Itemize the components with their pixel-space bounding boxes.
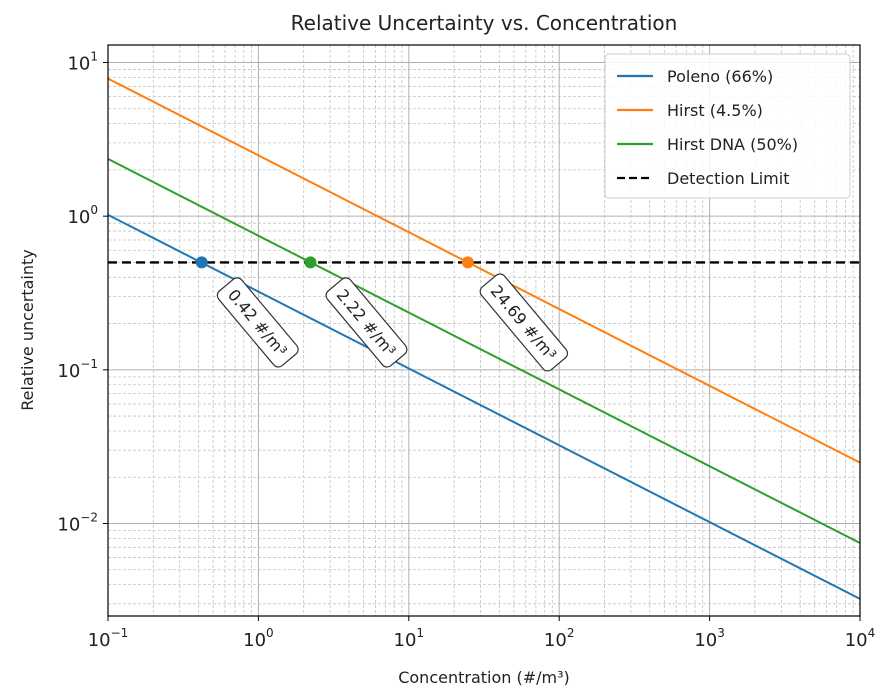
- intersection-marker: [195, 256, 208, 269]
- x-tick-label: 101: [394, 626, 425, 651]
- y-axis-ticks: 10−2 10−1 100 101: [57, 50, 108, 535]
- y-tick-label: 10−2: [57, 510, 98, 535]
- annotation-box: 2.22 #/m³: [325, 277, 408, 368]
- x-tick-label: 103: [694, 626, 725, 651]
- marker-layer: [195, 256, 474, 269]
- y-tick-label: 100: [67, 203, 98, 228]
- annotation-frame: [216, 277, 299, 368]
- x-tick-label: 100: [243, 626, 274, 651]
- annotation-box: 0.42 #/m³: [216, 277, 299, 368]
- annotation-label: 24.69 #/m³: [487, 282, 560, 364]
- plot-frame: [107, 44, 861, 617]
- x-axis-label: Concentration (#/m³): [398, 668, 570, 687]
- x-tick-label: 10−1: [88, 626, 129, 651]
- intersection-marker: [304, 256, 317, 269]
- annotation-box: 24.69 #/m³: [479, 273, 569, 372]
- series-line-hirst-dna-50: [107, 157, 861, 544]
- intersection-marker: [461, 256, 474, 269]
- y-axis-label: Relative uncertainty: [18, 249, 37, 411]
- x-tick-label: 104: [845, 626, 876, 651]
- series-line-poleno-66: [107, 213, 861, 600]
- series-line-hirst-4-5: [107, 77, 861, 464]
- y-tick-label: 101: [67, 50, 98, 75]
- legend: Poleno (66%) Hirst (4.5%) Hirst DNA (50%) D…: [604, 53, 851, 199]
- x-axis-ticks: 10−1 100 101 102 103 104: [88, 616, 876, 651]
- legend-frame: [604, 53, 851, 199]
- chart-title: Relative Uncertainty vs. Concentration: [291, 11, 678, 35]
- legend-entry-label: Hirst DNA (50%): [667, 135, 798, 154]
- legend-entry-label: Hirst (4.5%): [667, 101, 763, 120]
- x-tick-label: 102: [544, 626, 575, 651]
- annotation-frame: [479, 273, 569, 372]
- legend-entry-label: Detection Limit: [667, 169, 789, 188]
- legend-entry-label: Poleno (66%): [667, 67, 773, 86]
- y-tick-label: 10−1: [57, 357, 98, 382]
- annotation-frame: [325, 277, 408, 368]
